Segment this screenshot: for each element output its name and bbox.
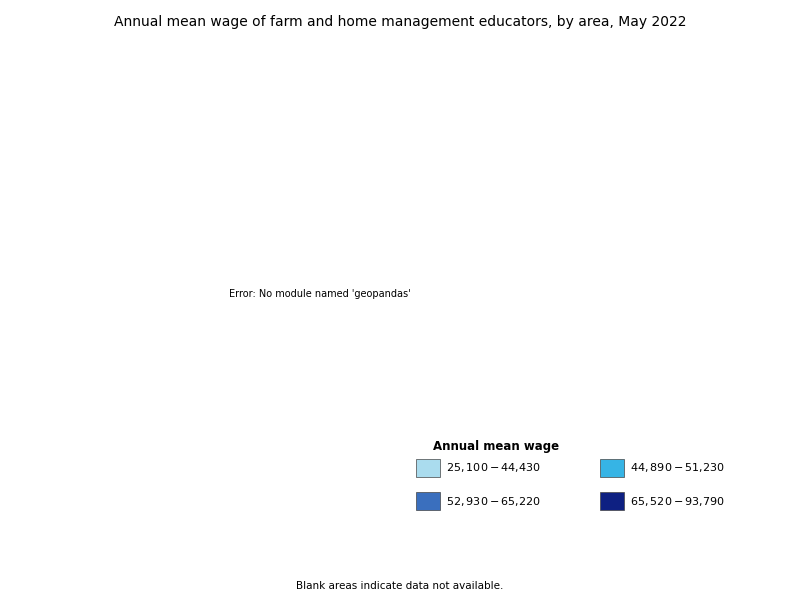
- Text: $25,100 - $44,430: $25,100 - $44,430: [446, 461, 542, 475]
- Text: Annual mean wage of farm and home management educators, by area, May 2022: Annual mean wage of farm and home manage…: [114, 15, 686, 29]
- Text: Annual mean wage: Annual mean wage: [433, 440, 559, 453]
- Text: Error: No module named 'geopandas': Error: No module named 'geopandas': [229, 289, 411, 299]
- Text: Blank areas indicate data not available.: Blank areas indicate data not available.: [296, 581, 504, 591]
- Text: $65,520 - $93,790: $65,520 - $93,790: [630, 494, 726, 508]
- Text: $52,930 - $65,220: $52,930 - $65,220: [446, 494, 542, 508]
- Text: $44,890 - $51,230: $44,890 - $51,230: [630, 461, 726, 475]
